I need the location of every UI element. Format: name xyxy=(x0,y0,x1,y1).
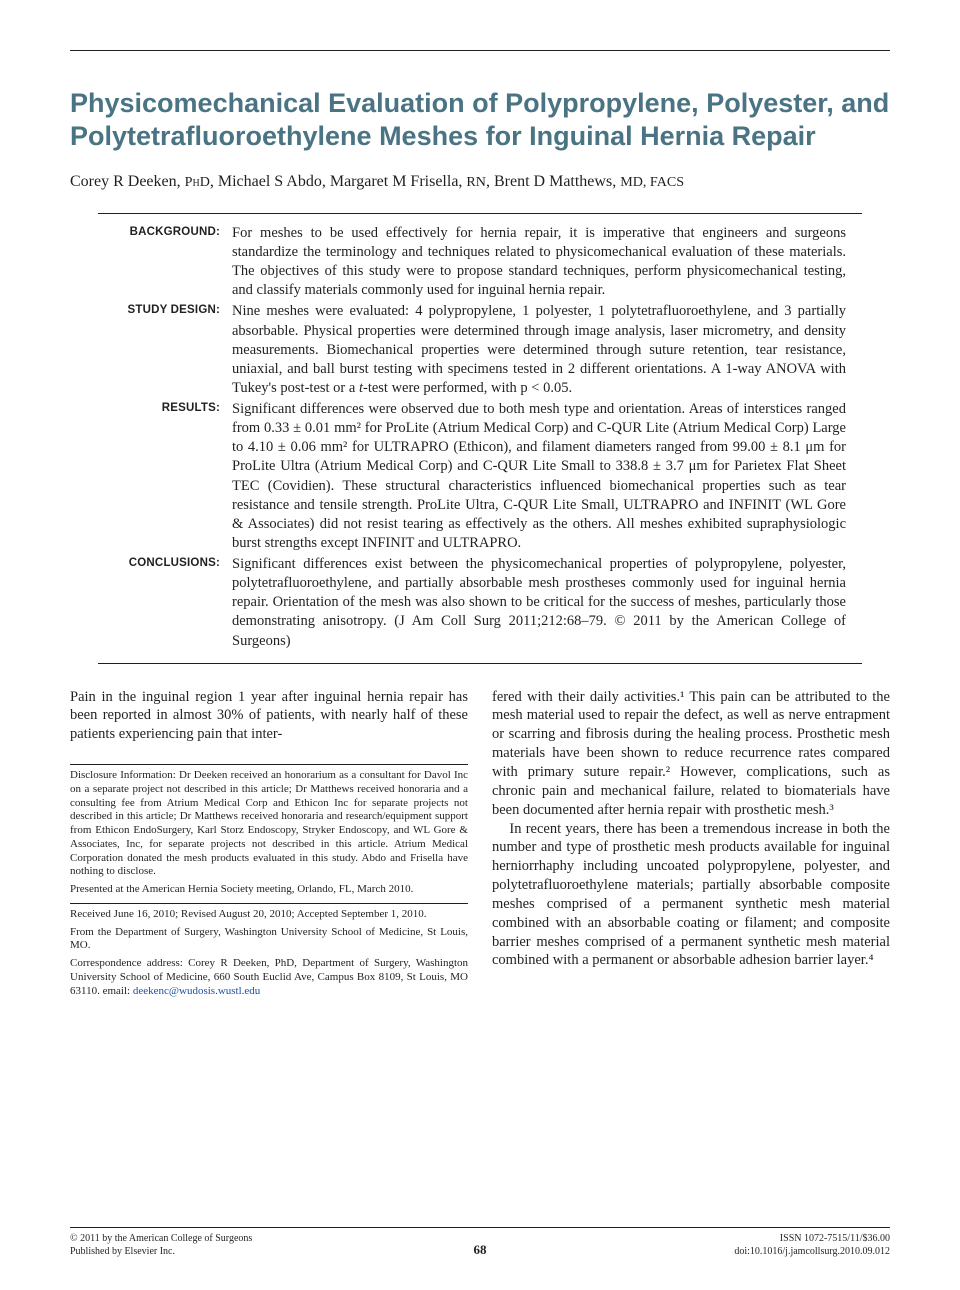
doi-line: doi:10.1016/j.jamcollsurg.2010.09.012 xyxy=(734,1246,890,1257)
abstract-text-results: Significant differences were observed du… xyxy=(232,400,846,553)
publisher-line: Published by Elsevier Inc. xyxy=(70,1246,175,1257)
body-paragraph: fered with their daily activities.¹ This… xyxy=(492,688,890,820)
abstract-row: RESULTS: Significant differences were ob… xyxy=(114,400,846,553)
disclosure-note: Disclosure Information: Dr Deeken receiv… xyxy=(70,769,468,879)
left-column: Pain in the inguinal region 1 year after… xyxy=(70,688,468,1003)
structured-abstract: BACKGROUND: For meshes to be used effect… xyxy=(98,213,862,664)
received-note: Received June 16, 2010; Revised August 2… xyxy=(70,908,468,922)
abstract-label-conclusions: CONCLUSIONS: xyxy=(114,555,232,651)
footnote-block: Disclosure Information: Dr Deeken receiv… xyxy=(70,764,468,998)
page-number: 68 xyxy=(474,1242,487,1258)
presented-note: Presented at the American Hernia Society… xyxy=(70,883,468,897)
body-paragraph: Pain in the inguinal region 1 year after… xyxy=(70,688,468,745)
footer-right: ISSN 1072-7515/11/$36.00 doi:10.1016/j.j… xyxy=(734,1232,890,1258)
abstract-row: CONCLUSIONS: Significant differences exi… xyxy=(114,555,846,651)
top-rule xyxy=(70,50,890,51)
abstract-row: STUDY DESIGN: Nine meshes were evaluated… xyxy=(114,302,846,398)
affiliation-note: From the Department of Surgery, Washingt… xyxy=(70,926,468,954)
two-column-body: Pain in the inguinal region 1 year after… xyxy=(70,688,890,1003)
abstract-label-study-design: STUDY DESIGN: xyxy=(114,302,232,398)
article-title: Physicomechanical Evaluation of Polyprop… xyxy=(70,87,890,153)
correspondence-email-link[interactable]: deekenc@wudosis.wustl.edu xyxy=(133,985,260,997)
copyright-line: © 2011 by the American College of Surgeo… xyxy=(70,1233,252,1244)
abstract-text-background: For meshes to be used effectively for he… xyxy=(232,224,846,301)
correspondence-note: Correspondence address: Corey R Deeken, … xyxy=(70,957,468,998)
abstract-label-results: RESULTS: xyxy=(114,400,232,553)
body-paragraph: In recent years, there has been a tremen… xyxy=(492,820,890,971)
abstract-text-conclusions: Significant differences exist between th… xyxy=(232,555,846,651)
issn-line: ISSN 1072-7515/11/$36.00 xyxy=(780,1233,890,1244)
author-line: Corey R Deeken, PhD, Michael S Abdo, Mar… xyxy=(70,173,890,191)
footnote-rule xyxy=(70,764,468,765)
abstract-row: BACKGROUND: For meshes to be used effect… xyxy=(114,224,846,301)
abstract-text-study-design: Nine meshes were evaluated: 4 polypropyl… xyxy=(232,302,846,398)
abstract-label-background: BACKGROUND: xyxy=(114,224,232,301)
right-column: fered with their daily activities.¹ This… xyxy=(492,688,890,1003)
footer-left: © 2011 by the American College of Surgeo… xyxy=(70,1232,252,1258)
footnote-rule xyxy=(70,903,468,904)
